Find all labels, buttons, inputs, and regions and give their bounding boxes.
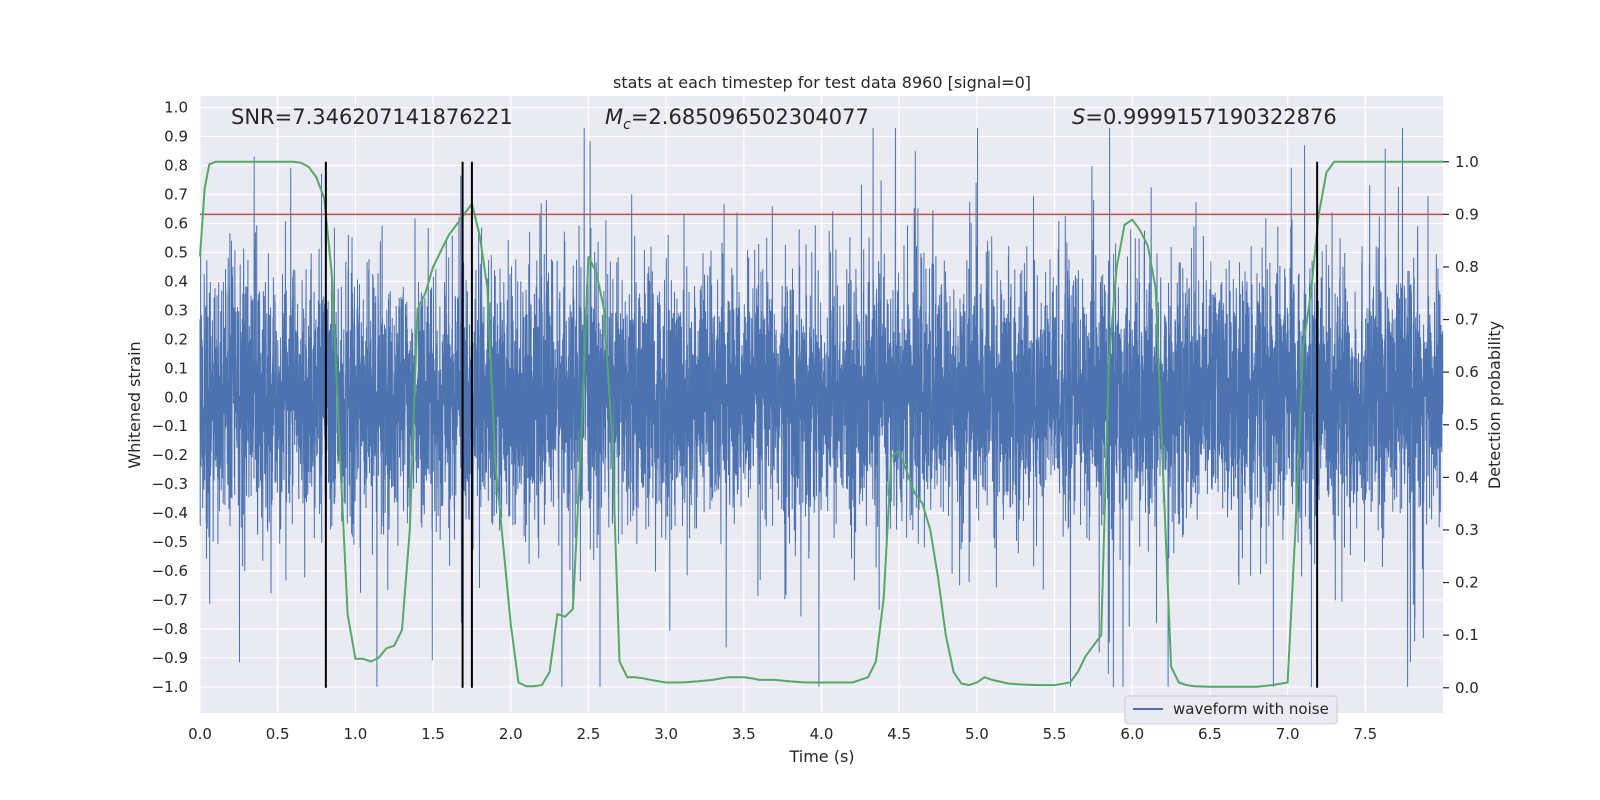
y-tick-label: 0.2 bbox=[164, 330, 188, 348]
y-tick-label: 0.5 bbox=[164, 243, 188, 261]
x-tick-label: 7.5 bbox=[1353, 725, 1377, 743]
x-tick-label: 0.0 bbox=[188, 725, 212, 743]
y-axis-label: Whitened strain bbox=[125, 341, 144, 468]
legend: waveform with noise bbox=[1124, 695, 1338, 725]
x-axis-label: Time (s) bbox=[788, 747, 854, 766]
x-tick-label: 1.5 bbox=[421, 725, 445, 743]
x-tick-label: 4.5 bbox=[887, 725, 911, 743]
x-tick-label: 0.5 bbox=[266, 725, 290, 743]
y-tick-label: −0.6 bbox=[152, 562, 188, 580]
x-tick-label: 6.0 bbox=[1120, 725, 1144, 743]
x-tick-label: 6.5 bbox=[1198, 725, 1222, 743]
y-tick-label: 0.1 bbox=[164, 359, 188, 377]
mc-value: =2.685096502304077 bbox=[631, 105, 869, 129]
probability-line bbox=[199, 160, 1443, 688]
x-tick-label: 2.5 bbox=[577, 725, 601, 743]
y-tick-label: −0.5 bbox=[152, 533, 188, 551]
y2-tick-label: 0.8 bbox=[1455, 258, 1479, 276]
y-tick-label: −0.3 bbox=[152, 475, 188, 493]
s-value: =0.9999157190322876 bbox=[1085, 105, 1336, 129]
legend-box bbox=[1124, 695, 1338, 725]
chart-title: stats at each timestep for test data 896… bbox=[613, 73, 1031, 92]
y-tick-label: 0.4 bbox=[164, 272, 188, 290]
y2-tick-label: 0.0 bbox=[1455, 679, 1479, 697]
probability-series bbox=[199, 160, 1443, 688]
y-tick-label: −0.1 bbox=[152, 417, 188, 435]
y-tick-label: 0.9 bbox=[164, 128, 188, 146]
y-tick-label: −1.0 bbox=[152, 678, 188, 696]
y-tick-label: −0.4 bbox=[152, 504, 188, 522]
waveform-line bbox=[199, 127, 1444, 687]
y2-tick-label: 0.6 bbox=[1455, 363, 1479, 381]
y2-tick-label: 0.2 bbox=[1455, 574, 1479, 592]
y-tick-label: 1.0 bbox=[164, 99, 188, 117]
y-tick-label: 0.0 bbox=[164, 388, 188, 406]
y-tick-label: 0.3 bbox=[164, 301, 188, 319]
legend-label-waveform: waveform with noise bbox=[1173, 700, 1329, 718]
y2-tick-label: 1.0 bbox=[1455, 153, 1479, 171]
x-tick-label: 7.0 bbox=[1276, 725, 1300, 743]
y-tick-label: −0.8 bbox=[152, 620, 188, 638]
x-tick-label: 4.0 bbox=[810, 725, 834, 743]
y-tick-label: −0.9 bbox=[152, 649, 188, 667]
waveform-series bbox=[199, 127, 1444, 687]
x-tick-label: 5.0 bbox=[965, 725, 989, 743]
snr-annotation: SNR=7.346207141876221 bbox=[231, 105, 513, 129]
chirp-mass-annotation: Mc=2.685096502304077 bbox=[605, 105, 869, 133]
x-axis-ticks: 0.0 0.5 1.0 1.5 2.0 2.5 3.0 3.5 4.0 4.5 5.0 5.5 6.0 6… bbox=[188, 725, 1377, 743]
x-tick-label: 3.0 bbox=[654, 725, 678, 743]
s-symbol: S bbox=[1072, 105, 1085, 129]
y-tick-label: −0.2 bbox=[152, 446, 188, 464]
y2-axis-label: Detection probability bbox=[1485, 321, 1504, 489]
x-tick-label: 1.0 bbox=[343, 725, 367, 743]
y-tick-label: 0.6 bbox=[164, 214, 188, 232]
x-tick-label: 5.5 bbox=[1043, 725, 1067, 743]
y-axis-ticks: 1.0 0.9 0.8 0.7 0.6 0.5 0.4 0.3 0.2 0.1 0.0 −0.1 −0.… bbox=[152, 99, 188, 696]
y-tick-label: 0.8 bbox=[164, 157, 188, 175]
y2-tick-label: 0.5 bbox=[1455, 416, 1479, 434]
x-tick-label: 2.0 bbox=[499, 725, 523, 743]
vertical-markers bbox=[324, 161, 1319, 688]
mc-subscript: c bbox=[623, 117, 631, 133]
y-tick-label: −0.7 bbox=[152, 591, 188, 609]
mc-symbol: M bbox=[605, 105, 623, 129]
y2-tick-label: 0.4 bbox=[1455, 468, 1479, 486]
y2-tick-label: 0.3 bbox=[1455, 521, 1479, 539]
y2-tick-label: 0.7 bbox=[1455, 311, 1479, 329]
y2-tick-label: 0.9 bbox=[1455, 205, 1479, 223]
score-annotation: S=0.9999157190322876 bbox=[1072, 105, 1337, 129]
y-tick-label: 0.7 bbox=[164, 185, 188, 203]
y2-axis-ticks: 1.0 0.9 0.8 0.7 0.6 0.5 0.4 0.3 0.2 0.1 0.0 bbox=[1443, 153, 1479, 697]
x-tick-label: 3.5 bbox=[732, 725, 756, 743]
y2-tick-label: 0.1 bbox=[1455, 626, 1479, 644]
